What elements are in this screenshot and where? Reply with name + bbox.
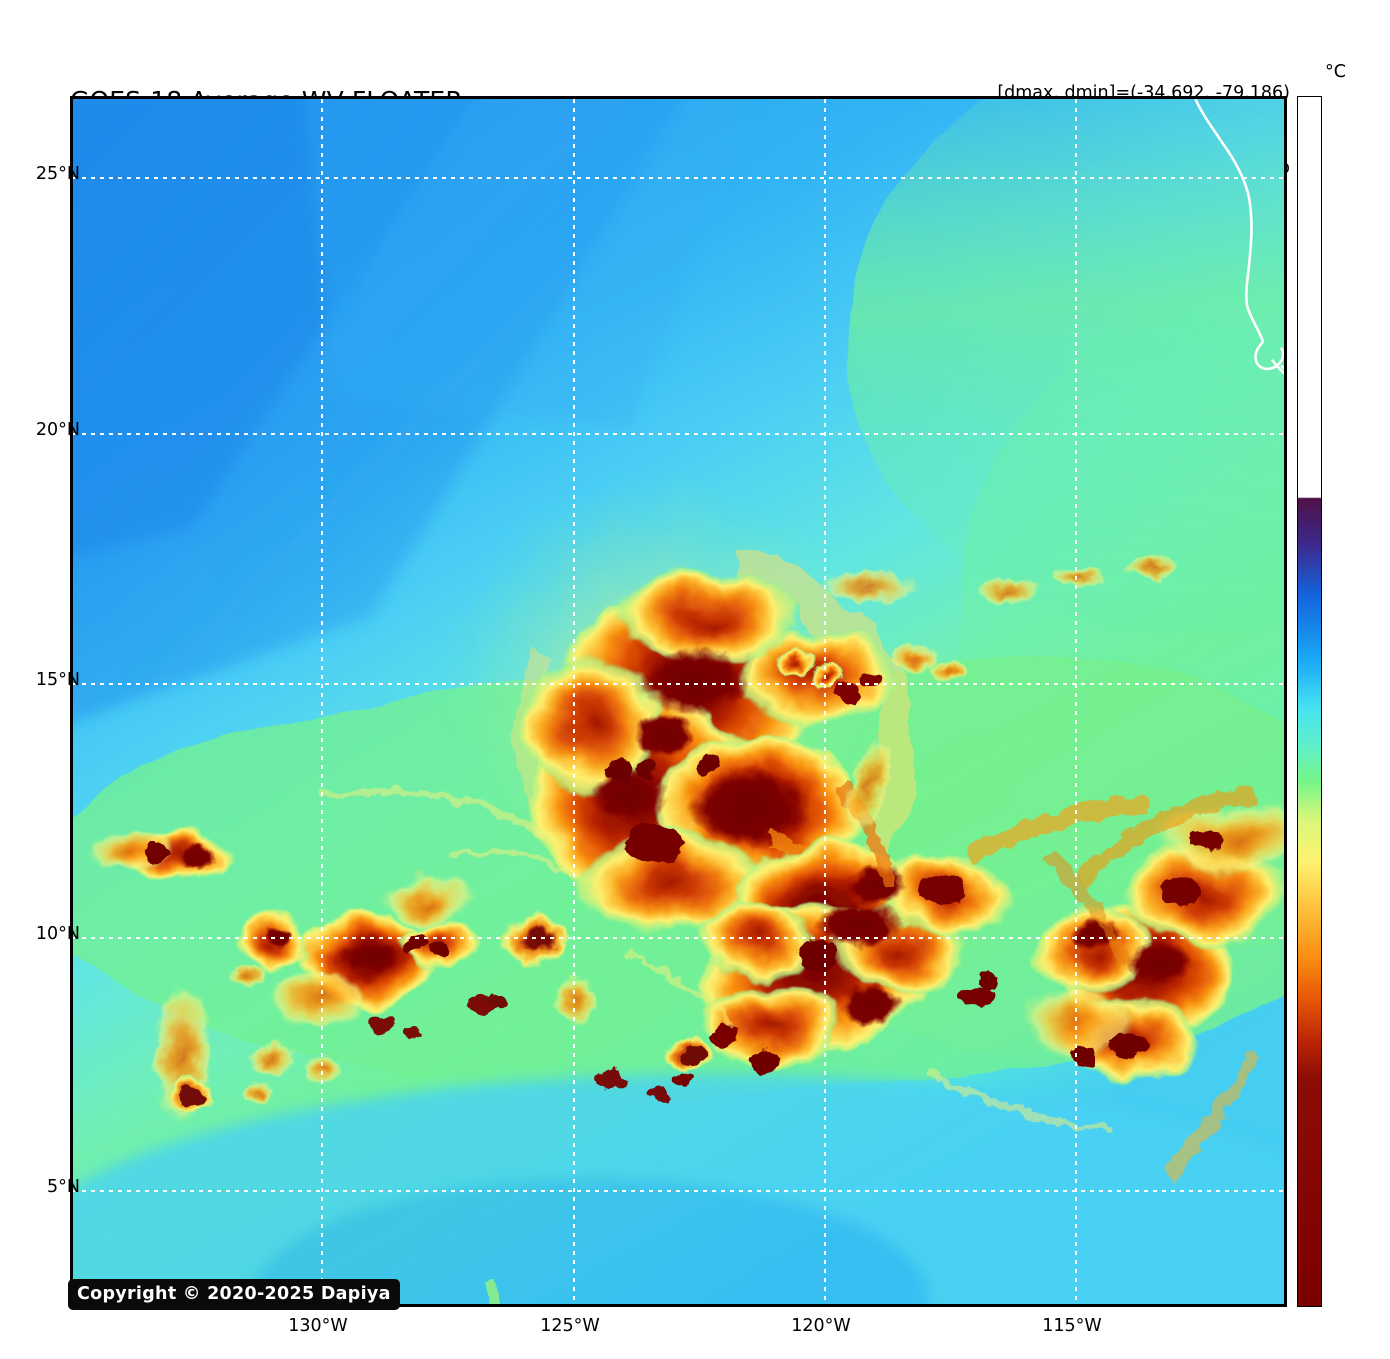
satellite-image-plot[interactable] xyxy=(70,96,1287,1307)
satellite-imagery-canvas xyxy=(73,99,1284,1304)
copyright-watermark: Copyright © 2020-2025 Dapiya xyxy=(68,1279,400,1310)
ytick-label-20n: 20°N xyxy=(35,420,80,440)
coastline xyxy=(1194,99,1284,375)
xtick-label-130w: 130°W xyxy=(288,1316,348,1336)
ytick-label-10n: 10°N xyxy=(35,924,80,944)
water-vapor-heatmap xyxy=(73,99,1284,1304)
ytick-label-15n: 15°N xyxy=(35,670,80,690)
ytick-label-5n: 5°N xyxy=(47,1177,80,1197)
ytick-label-25n: 25°N xyxy=(35,164,80,184)
colorbar-unit-label: °C xyxy=(1325,62,1346,82)
colorbar-frame xyxy=(1297,96,1322,1307)
xtick-label-125w: 125°W xyxy=(540,1316,600,1336)
colorbar-gradient xyxy=(1298,97,1321,1306)
colorbar[interactable]: 40 30 20 10 0 −10 −20 −30 −40 −50 −60 −7… xyxy=(1297,96,1322,1307)
xtick-label-115w: 115°W xyxy=(1042,1316,1102,1336)
xtick-label-120w: 120°W xyxy=(791,1316,851,1336)
